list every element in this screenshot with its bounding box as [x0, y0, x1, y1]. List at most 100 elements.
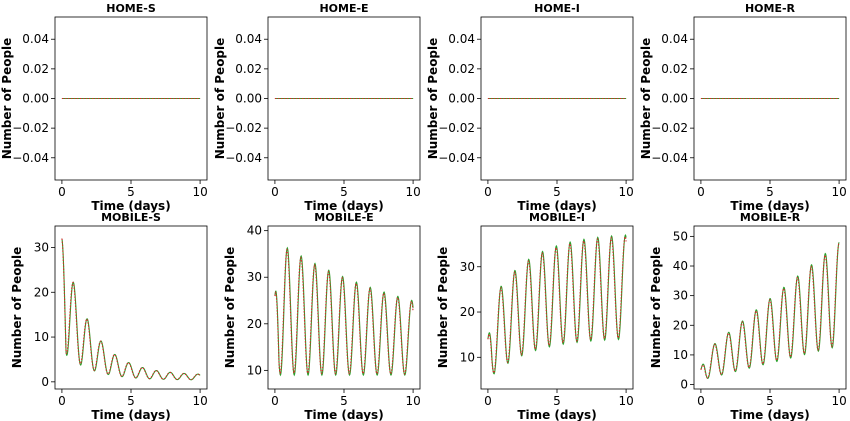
x-tick-label: 5 [127, 185, 135, 199]
y-tick-label: 30 [673, 289, 688, 303]
y-tick-label: 0.02 [448, 62, 475, 76]
y-axis-label: Number of People [649, 247, 663, 369]
panel-title: HOME-I [534, 2, 580, 15]
x-tick-label: 5 [766, 185, 774, 199]
x-axis-label: Time (days) [304, 408, 383, 421]
series-line-red [274, 248, 414, 375]
panel-title: HOME-E [319, 2, 368, 15]
panel-home-s: HOME-S 0 5 10 −0.04 −0.02 0.00 0.02 0.04 Time (da… [0, 2, 208, 213]
y-tick-label: 20 [673, 318, 688, 332]
x-tick-label: 0 [271, 394, 279, 408]
y-tick-label: 10 [247, 363, 262, 377]
x-tick-label: 0 [58, 394, 66, 408]
x-tick-label: 10 [405, 185, 420, 199]
x-tick-label: 0 [697, 185, 705, 199]
x-tick-label: 0 [697, 394, 705, 408]
y-tick-label: 0 [41, 375, 49, 389]
y-tick-label: 0.04 [661, 32, 688, 46]
x-tick-label: 5 [340, 185, 348, 199]
y-tick-label: 0.04 [22, 32, 49, 46]
panel-home-i: HOME-I 0 5 10 −0.04 −0.02 0.00 0.02 0.04 Time (da… [426, 2, 634, 213]
y-tick-label: −0.04 [225, 151, 262, 165]
panel-mobile-e: MOBILE-E 0 5 10 10 20 30 40 Time (days) Number of… [223, 211, 421, 421]
y-tick-label: 30 [34, 240, 49, 254]
y-axis-label: Number of People [213, 38, 227, 160]
y-tick-label: 10 [673, 348, 688, 362]
y-tick-label: 40 [673, 259, 688, 273]
y-tick-label: 0.00 [235, 92, 262, 106]
x-axis-label: Time (days) [91, 199, 170, 213]
x-tick-label: 0 [484, 394, 492, 408]
x-tick-label: 0 [58, 185, 66, 199]
y-tick-label: 20 [247, 317, 262, 331]
y-tick-label: 0.00 [661, 92, 688, 106]
plot-frame [693, 225, 847, 390]
series-line-red [61, 238, 201, 381]
y-tick-label: 0.04 [235, 32, 262, 46]
y-tick-label: −0.02 [651, 121, 688, 135]
panel-home-e: HOME-E 0 5 10 −0.04 −0.02 0.00 0.02 0.04 Time (da… [213, 2, 421, 213]
x-axis-label: Time (days) [730, 199, 809, 213]
panel-title: MOBILE-I [529, 211, 585, 224]
y-tick-label: 0 [680, 378, 688, 392]
y-tick-label: 30 [460, 260, 475, 274]
y-tick-label: 0.04 [448, 32, 475, 46]
panel-mobile-i: MOBILE-I 0 5 10 10 20 30 Time (days) Number of P… [436, 211, 634, 421]
x-axis-label: Time (days) [517, 408, 596, 421]
y-tick-label: 20 [34, 285, 49, 299]
y-tick-label: 30 [247, 270, 262, 284]
series-line-red [487, 235, 627, 374]
y-tick-label: 20 [460, 305, 475, 319]
y-axis-label: Number of People [0, 38, 14, 160]
x-tick-label: 5 [553, 185, 561, 199]
x-axis-label: Time (days) [91, 408, 170, 421]
plot-frame [54, 225, 208, 390]
x-tick-label: 5 [340, 394, 348, 408]
y-axis-label: Number of People [639, 38, 653, 160]
y-tick-label: 0.02 [235, 62, 262, 76]
panel-title: HOME-R [745, 2, 796, 15]
x-tick-label: 10 [618, 185, 633, 199]
y-tick-label: 0.00 [22, 92, 49, 106]
x-axis-label: Time (days) [517, 199, 596, 213]
panel-home-r: HOME-R 0 5 10 −0.04 −0.02 0.00 0.02 0.04 Time (da… [639, 2, 847, 213]
x-tick-label: 5 [553, 394, 561, 408]
y-tick-label: −0.02 [438, 121, 475, 135]
y-tick-label: 10 [460, 350, 475, 364]
series-line-green [700, 242, 840, 379]
x-axis-label: Time (days) [304, 199, 383, 213]
y-tick-label: 10 [34, 330, 49, 344]
panel-title: MOBILE-S [101, 211, 161, 224]
y-tick-label: 0.02 [661, 62, 688, 76]
y-tick-label: 50 [673, 229, 688, 243]
y-tick-label: −0.04 [12, 151, 49, 165]
x-tick-label: 10 [831, 394, 846, 408]
y-tick-label: −0.04 [651, 151, 688, 165]
y-axis-label: Number of People [426, 38, 440, 160]
y-tick-label: −0.02 [12, 121, 49, 135]
panel-title: MOBILE-R [740, 211, 801, 224]
series-line-red [700, 243, 840, 379]
x-tick-label: 0 [484, 185, 492, 199]
x-tick-label: 10 [831, 185, 846, 199]
x-tick-label: 10 [618, 394, 633, 408]
x-tick-label: 10 [405, 394, 420, 408]
y-axis-label: Number of People [223, 247, 237, 369]
y-tick-label: 0.00 [448, 92, 475, 106]
panel-mobile-s: MOBILE-S 0 5 10 0 10 20 30 Time (days) Number of … [10, 211, 208, 421]
x-tick-label: 0 [271, 185, 279, 199]
y-axis-label: Number of People [10, 247, 24, 369]
y-tick-label: 0.02 [22, 62, 49, 76]
x-tick-label: 10 [192, 394, 207, 408]
panel-mobile-r: MOBILE-R 0 5 10 0 10 20 30 40 50 Time (days) Number… [649, 211, 847, 421]
x-tick-label: 5 [127, 394, 135, 408]
x-axis-label: Time (days) [730, 408, 809, 421]
x-tick-label: 10 [192, 185, 207, 199]
series-line-green [61, 238, 201, 381]
panel-title: HOME-S [106, 2, 156, 15]
panel-title: MOBILE-E [314, 211, 373, 224]
x-tick-label: 5 [766, 394, 774, 408]
y-tick-label: 40 [247, 224, 262, 238]
y-tick-label: −0.04 [438, 151, 475, 165]
